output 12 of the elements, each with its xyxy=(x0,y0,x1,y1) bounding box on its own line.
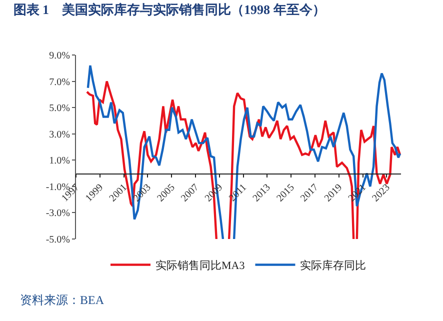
y-tick-label: 7.0% xyxy=(49,76,70,88)
legend-label: 实际销售同比MA3 xyxy=(156,259,246,272)
text: 资料来源：BEA xyxy=(20,293,104,307)
y-tick-label: -5.0% xyxy=(46,234,70,246)
y-tick-label: 5.0% xyxy=(49,103,70,114)
x-tick-label: 2011 xyxy=(227,182,249,204)
y-tick-label: 9.0% xyxy=(49,50,70,62)
y-tick-label: 1.0% xyxy=(49,156,70,167)
y-tick-label: -3.0% xyxy=(46,208,70,220)
chart-title: 图表 1 美国实际库存与实际销售同比（1998 年至今） xyxy=(13,2,326,17)
legend-label: 实际库存同比 xyxy=(300,259,366,272)
y-tick-label: 3.0% xyxy=(49,129,70,140)
